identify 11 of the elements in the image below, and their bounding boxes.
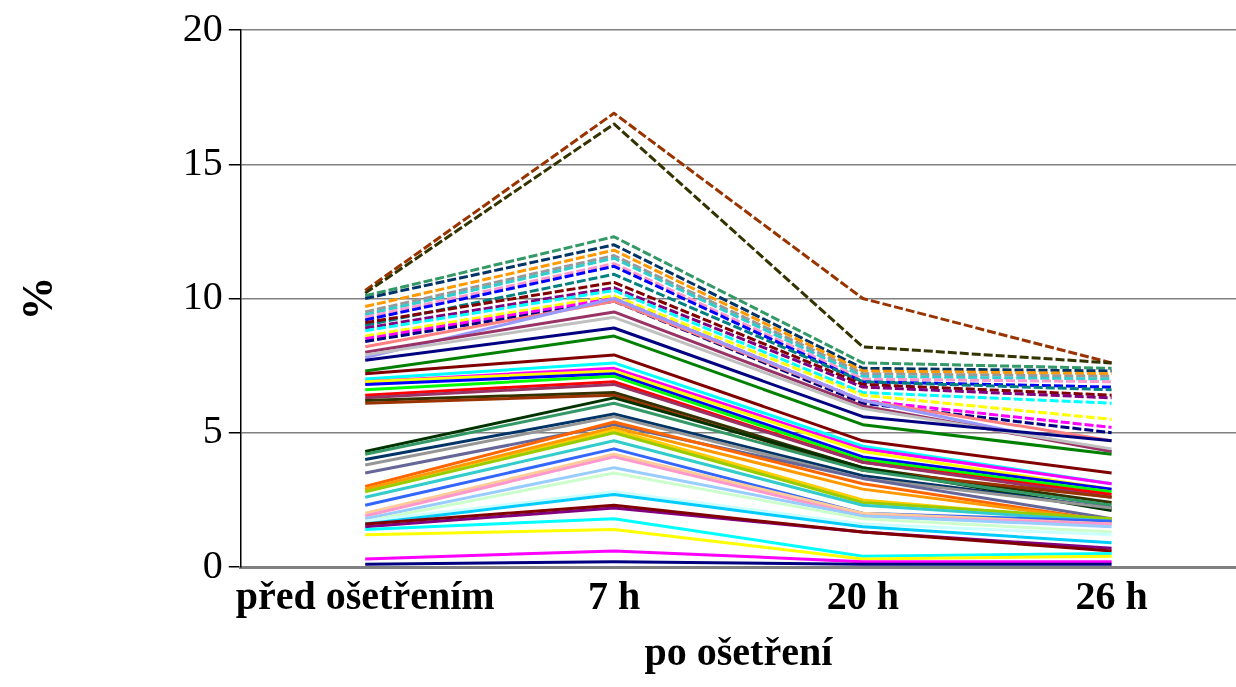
y-tick-label: 15 <box>182 138 223 184</box>
x-tick-label: 26 h <box>1075 573 1148 619</box>
y-tick-label: 20 <box>182 4 223 50</box>
x-axis-title: po ošetření <box>644 629 834 675</box>
y-axis-title: % <box>12 276 62 321</box>
y-tick-label: 0 <box>202 541 223 587</box>
y-tick-label: 5 <box>202 407 223 453</box>
x-tick-label: před ošetřením <box>235 573 495 619</box>
x-tick-label: 20 h <box>826 573 899 619</box>
x-tick-label: 7 h <box>587 573 641 619</box>
y-tick-label: 10 <box>182 273 223 318</box>
